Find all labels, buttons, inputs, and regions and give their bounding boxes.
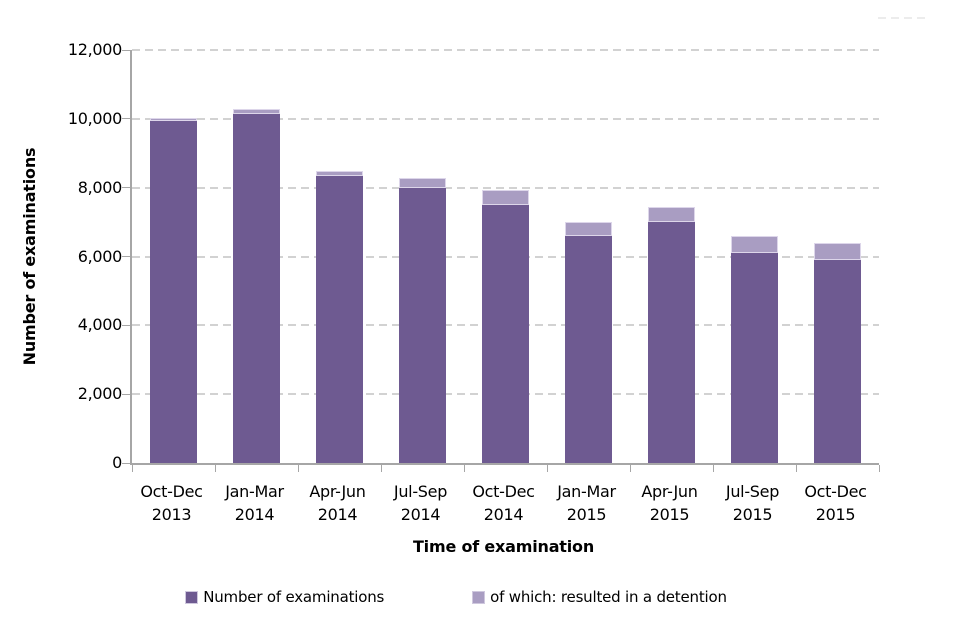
bar-segment-detention [814,243,861,260]
bar-segment-detention [648,207,695,222]
legend-label-examinations: Number of examinations [203,588,385,606]
x-axis-tick-label: Oct-Dec 2014 [472,482,535,524]
y-axis-tick-mark [122,393,131,395]
y-axis-tick-label: 2,000 [77,384,123,404]
bar-segment-examinations [233,114,280,463]
x-axis-tick-label: Jan-Mar 2014 [225,482,284,524]
faint-gridline-artifact [878,17,926,19]
legend-label-detention: of which: resulted in a detention [490,588,727,606]
legend-swatch-examinations [185,590,199,604]
x-axis-tick-mark [629,465,631,472]
bar-segment-detention [399,178,446,188]
chart-legend: Number of examinations of which: resulte… [0,588,912,606]
y-axis-tick-label: 0 [112,453,122,472]
x-axis-tick-mark [214,465,216,472]
x-axis-tick-label: Jul-Sep 2014 [393,482,448,524]
x-axis-title: Time of examination [412,537,595,556]
bar-segment-detention [233,109,280,114]
bar-segment-detention [150,118,197,121]
y-axis-tick-mark [122,462,131,464]
gridline [132,49,879,51]
x-axis-tick-mark [380,465,382,472]
legend-swatch-detention [472,590,486,604]
y-axis-tick-mark [122,118,131,120]
bar-segment-examinations [565,236,612,463]
bar-segment-examinations [482,205,529,463]
x-axis-tick-label: Oct-Dec 2013 [140,482,203,524]
x-axis-tick-label: Jul-Sep 2015 [725,482,780,524]
bar-segment-examinations [731,253,778,463]
x-axis-tick-mark [712,465,714,472]
bar-segment-examinations [648,222,695,463]
bar-segment-examinations [399,188,446,463]
gridline [132,117,879,120]
x-axis-tick-label: Apr-Jun 2015 [641,482,698,524]
y-axis-tick-mark [122,256,131,257]
x-axis-tick-mark [878,465,880,472]
y-axis-tick-label: 8,000 [77,177,123,197]
bar-segment-examinations [814,260,861,463]
y-axis-tick-mark [122,324,131,326]
bar-segment-detention [731,236,778,253]
y-axis-tick-label: 6,000 [77,246,123,266]
bar-segment-examinations [316,176,363,463]
x-axis-tick-label: Apr-Jun 2014 [309,482,366,524]
y-axis-tick-label: 10,000 [67,108,122,128]
y-axis-tick-mark [122,49,131,51]
x-axis-tick-label: Oct-Dec 2015 [804,482,867,524]
bar-segment-detention [565,222,612,236]
plot-area [122,49,880,472]
x-axis-tick-mark [297,465,299,472]
y-axis-tick-label: 4,000 [77,315,123,335]
bar-segment-detention [482,190,529,205]
bar-segment-detention [316,171,363,176]
legend-item-detention: of which: resulted in a detention [472,588,727,606]
x-axis-tick-mark [546,465,548,472]
y-axis-tick-label: 12,000 [67,40,122,59]
x-axis-tick-mark [795,465,797,472]
gridline [132,186,879,189]
bar-segment-examinations [150,121,197,463]
x-axis-tick-mark [131,465,133,472]
y-axis-tick-mark [122,187,131,189]
x-axis-tick-label: Jan-Mar 2015 [557,482,616,524]
legend-item-examinations: Number of examinations [185,588,384,606]
x-axis-tick-mark [463,465,465,472]
